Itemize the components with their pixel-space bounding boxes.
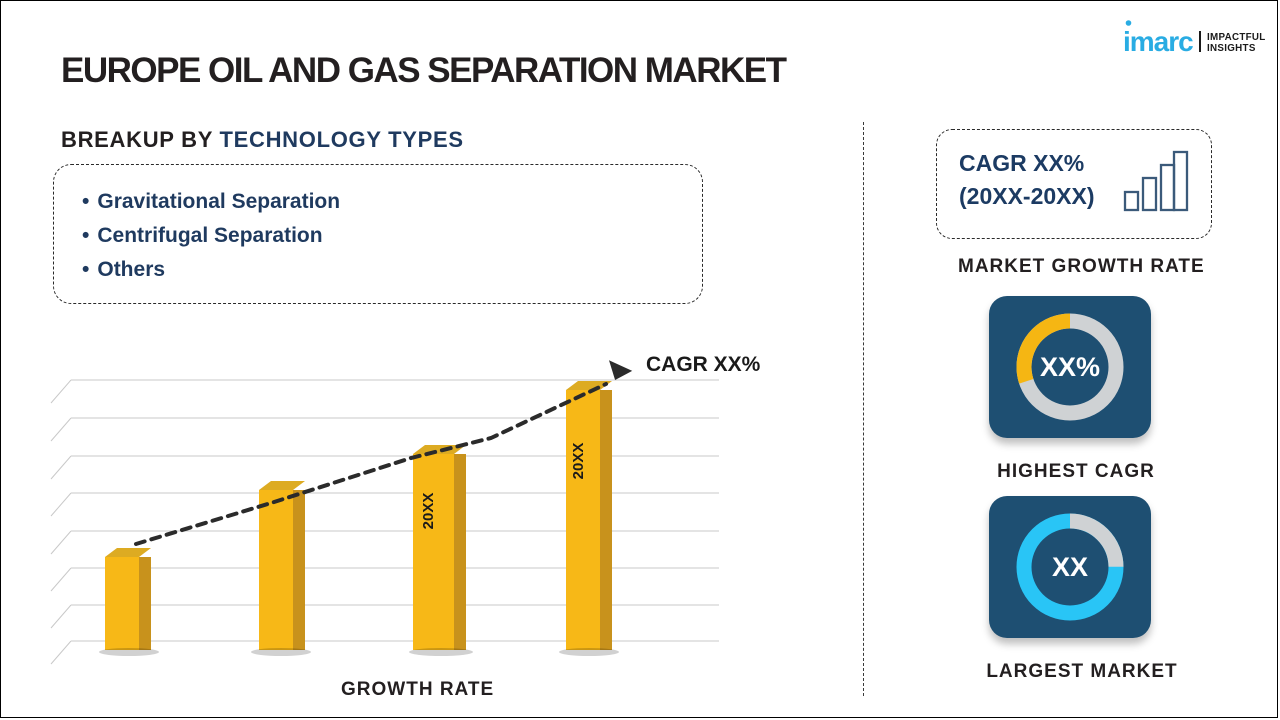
svg-text:20XX: 20XX <box>420 493 437 530</box>
svg-text:IMPACTFUL: IMPACTFUL <box>1207 32 1266 43</box>
svg-text:INSIGHTS: INSIGHTS <box>1207 43 1256 54</box>
svg-text:XX: XX <box>1052 552 1088 582</box>
svg-text:CAGR XX%: CAGR XX% <box>646 353 761 376</box>
svg-text:imarc: imarc <box>1123 26 1193 57</box>
svg-text:20XX: 20XX <box>570 443 587 480</box>
svg-text:XX%: XX% <box>1040 352 1100 382</box>
